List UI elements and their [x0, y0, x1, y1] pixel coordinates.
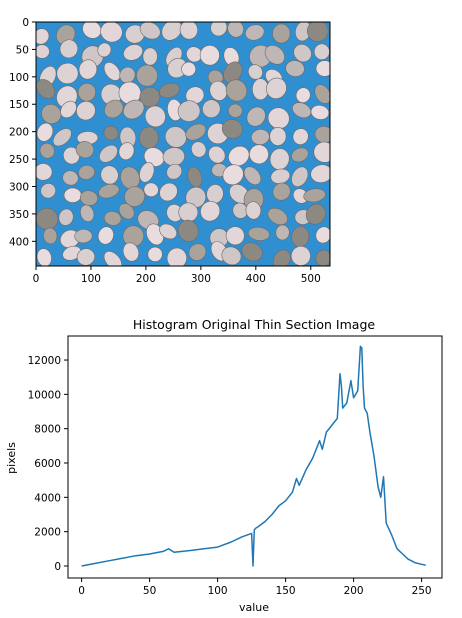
image-y-tick-label: 350	[9, 209, 29, 221]
x-tick-label: 0	[78, 585, 85, 597]
x-tick-label: 50	[143, 585, 156, 597]
image-x-tick-label: 300	[191, 273, 211, 285]
y-tick-label: 0	[54, 561, 61, 573]
x-axis: 0 50 100 150 200 250	[78, 578, 432, 597]
thin-section-image	[36, 22, 330, 266]
x-tick-label: 250	[412, 585, 432, 597]
y-axis-label: pixels	[5, 442, 18, 474]
image-y-tick-label: 100	[9, 72, 29, 84]
histogram-figure: Histogram Original Thin Section Image 0 5…	[5, 317, 443, 614]
image-x-tick-label: 200	[136, 273, 156, 285]
x-axis-label: value	[239, 601, 269, 614]
y-tick-label: 10000	[28, 389, 61, 401]
image-y-tick-label: 0	[22, 17, 29, 29]
image-frame	[35, 21, 331, 267]
x-tick-label: 200	[344, 585, 364, 597]
image-x-tick-label: 500	[301, 273, 321, 285]
y-tick-label: 2000	[34, 527, 61, 539]
chart-title: Histogram Original Thin Section Image	[133, 317, 376, 332]
x-tick-label: 150	[276, 585, 296, 597]
image-y-axis: 0 50 100 150 200 250 300 350 400	[9, 17, 36, 248]
y-tick-label: 8000	[34, 424, 61, 436]
image-x-tick-label: 100	[81, 273, 101, 285]
plot-frame	[67, 335, 443, 579]
image-y-tick-label: 200	[9, 127, 29, 139]
thin-section-image-figure: 0 100 200 300 400 500 0 50 100 150 200 250 300 350 40…	[9, 17, 331, 285]
image-x-tick-label: 0	[33, 273, 40, 285]
y-axis: 0 2000 4000 6000 8000 10000 12000	[28, 355, 68, 573]
image-y-tick-label: 50	[16, 44, 29, 56]
y-tick-label: 12000	[28, 355, 61, 367]
image-x-axis: 0 100 200 300 400 500	[33, 266, 321, 285]
image-y-tick-label: 300	[9, 181, 29, 193]
histogram-line	[81, 345, 426, 567]
image-y-tick-label: 250	[9, 154, 29, 166]
x-tick-label: 100	[208, 585, 228, 597]
image-y-tick-label: 400	[9, 236, 29, 248]
image-y-tick-label: 150	[9, 99, 29, 111]
y-tick-label: 6000	[34, 458, 61, 470]
image-x-tick-label: 400	[246, 273, 266, 285]
y-tick-label: 4000	[34, 492, 61, 504]
